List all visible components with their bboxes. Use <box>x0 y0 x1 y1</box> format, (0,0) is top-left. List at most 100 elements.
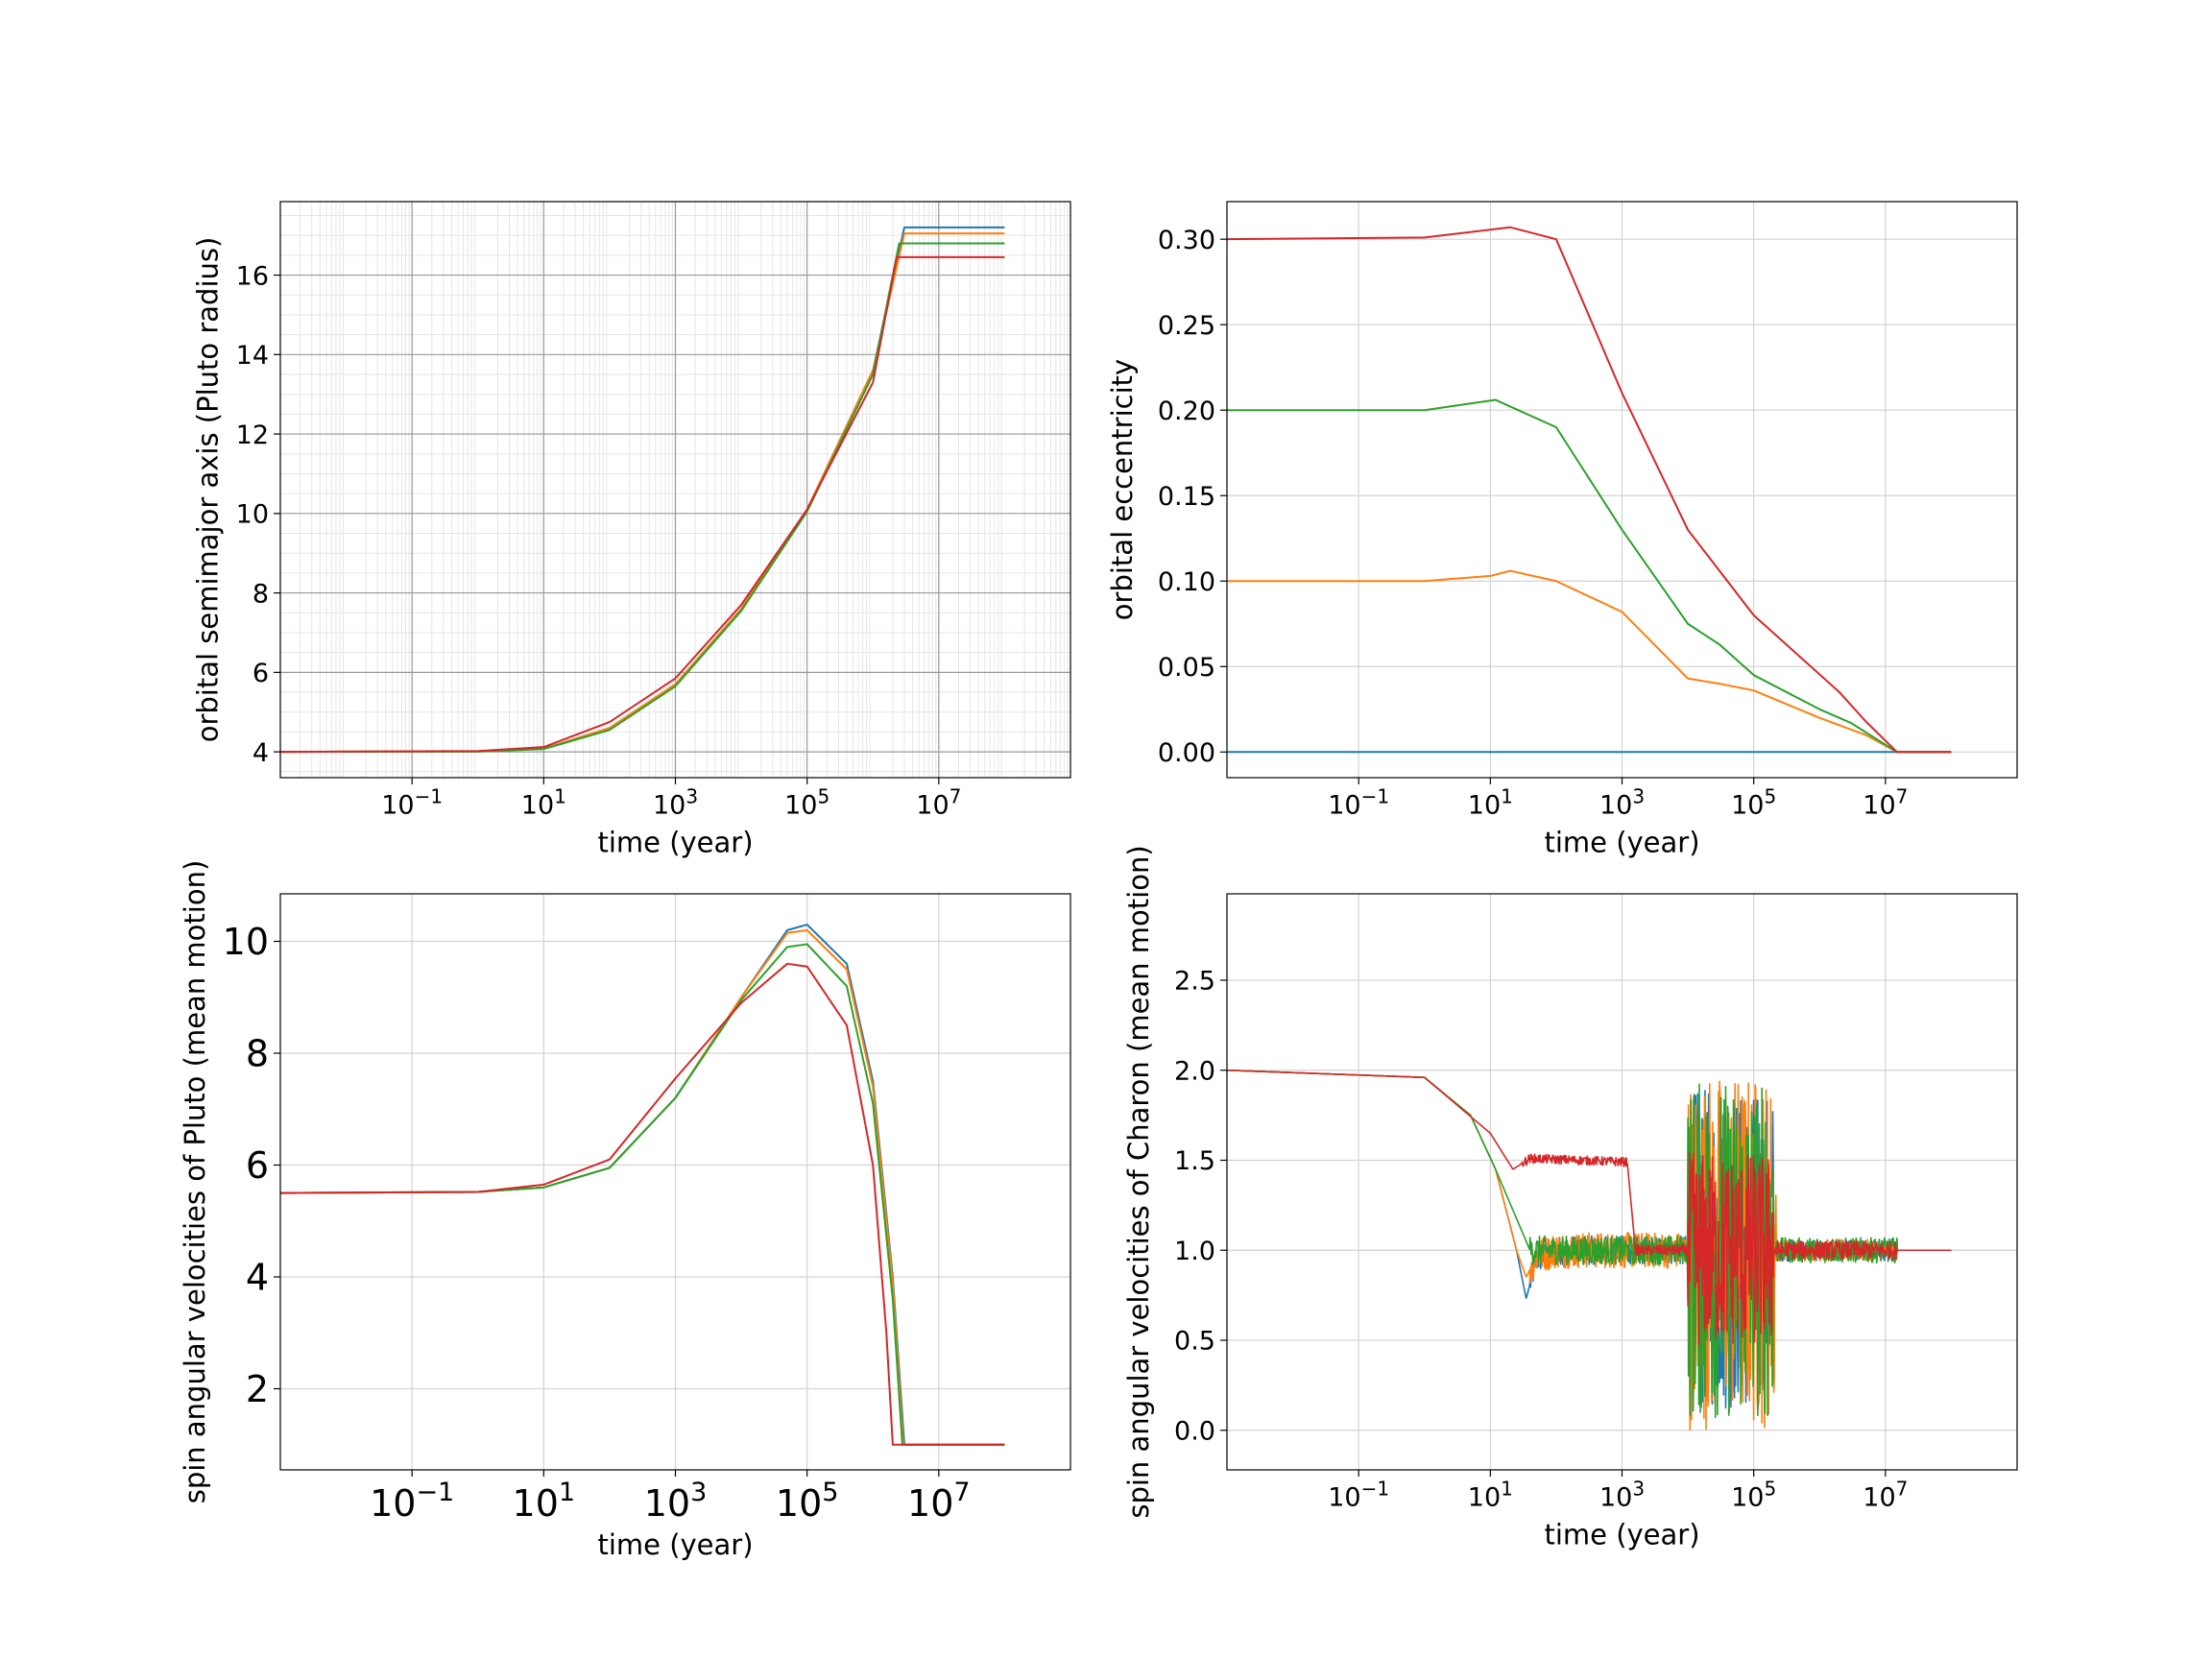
y-tick-label: 14 <box>236 341 269 371</box>
grid <box>280 894 1070 1470</box>
x-tick-label-base: 10 <box>1599 791 1632 821</box>
x-tick-label: 101 <box>521 784 566 820</box>
x-tick-label-exponent: 1 <box>554 784 566 807</box>
series-group <box>1226 1069 1952 1431</box>
x-tick-label-base: 10 <box>644 1482 690 1525</box>
series-line-3 <box>279 242 1005 754</box>
series-line-4 <box>279 255 1005 754</box>
x-tick-label: 101 <box>1468 784 1513 820</box>
series-line-1 <box>279 924 1005 1446</box>
x-tick-label: 103 <box>1599 784 1645 820</box>
y-tick-label: 4 <box>252 738 269 768</box>
x-tick-label-exponent: 5 <box>822 1478 838 1507</box>
y-tick-label: 16 <box>236 261 269 291</box>
y-tick-label: 8 <box>246 1033 269 1075</box>
x-tick-label-exponent: 1 <box>1501 1477 1513 1500</box>
x-tick-label-exponent: −1 <box>1361 1477 1389 1500</box>
x-tick-label-exponent: 7 <box>1896 1477 1909 1500</box>
x-tick-label-base: 10 <box>916 791 949 821</box>
y-tick-label: 6 <box>252 659 269 688</box>
x-tick-label-base: 10 <box>1468 791 1501 821</box>
y-axis-label: spin angular velocities of Pluto (mean m… <box>179 860 211 1504</box>
x-tick-label-base: 10 <box>513 1482 559 1525</box>
series-line-1 <box>279 226 1005 754</box>
series-line-3 <box>279 943 1005 1446</box>
x-tick-label-base: 10 <box>1599 1483 1632 1513</box>
grid <box>1227 894 2017 1470</box>
x-tick-label-exponent: 5 <box>1764 1477 1776 1500</box>
x-tick-label-base: 10 <box>907 1482 953 1525</box>
x-tick-label: 103 <box>1599 1477 1645 1512</box>
y-tick-label: 0.5 <box>1174 1327 1215 1357</box>
y-tick-label: 0.10 <box>1158 567 1215 597</box>
series-line-2 <box>1227 569 1952 754</box>
x-tick-label-base: 10 <box>784 791 817 821</box>
y-axis: 4 6 8 10 12 14 16 orbital semimajor axis (Pluto… <box>192 237 280 768</box>
y-axis: 0.0 0.5 1.0 1.5 2.0 2.5 spin angular velocitie… <box>1122 845 1227 1519</box>
x-tick-label-exponent: 3 <box>1632 1477 1645 1500</box>
x-tick-label-base: 10 <box>653 791 685 821</box>
x-tick-label-exponent: 5 <box>817 784 830 807</box>
y-tick-label: 1.5 <box>1174 1146 1215 1176</box>
y-tick-label: 2.5 <box>1174 967 1215 997</box>
y-axis-label: spin angular velocities of Charon (mean … <box>1122 845 1155 1518</box>
x-tick-label: 101 <box>513 1478 576 1525</box>
x-tick-label-exponent: 3 <box>685 784 698 807</box>
y-tick-label: 1.0 <box>1174 1237 1215 1266</box>
x-tick-label: 10−1 <box>1328 1477 1389 1512</box>
grid <box>280 202 1070 778</box>
x-tick-label: 10−1 <box>370 1478 454 1525</box>
x-axis-label: time (year) <box>597 827 753 859</box>
y-tick-label: 0.0 <box>1174 1416 1215 1446</box>
x-tick-label: 107 <box>1863 1477 1908 1512</box>
x-tick-label-base: 10 <box>1468 1483 1501 1513</box>
y-axis-label: orbital eccentricity <box>1106 359 1139 620</box>
y-tick-label: 0.15 <box>1158 482 1215 512</box>
series-group <box>279 226 1005 754</box>
x-tick-label-base: 10 <box>1731 1483 1764 1513</box>
x-tick-label-base: 10 <box>1328 1483 1360 1513</box>
x-tick-label: 103 <box>653 784 698 820</box>
y-tick-label: 4 <box>246 1257 269 1299</box>
y-tick-label: 6 <box>246 1144 269 1187</box>
x-tick-label: 107 <box>907 1478 971 1525</box>
x-tick-label: 105 <box>776 1478 839 1525</box>
series-line-2 <box>279 928 1005 1446</box>
x-tick-label-base: 10 <box>521 791 554 821</box>
x-tick-label-exponent: −1 <box>1361 784 1389 807</box>
x-tick-label: 105 <box>1731 784 1776 820</box>
x-tick-label-exponent: 3 <box>1632 784 1645 807</box>
x-tick-label-exponent: 1 <box>1501 784 1513 807</box>
series-group <box>1226 226 1952 754</box>
x-tick-label: 10−1 <box>1328 784 1389 820</box>
x-tick-label: 105 <box>1731 1477 1776 1512</box>
x-tick-label-exponent: 1 <box>559 1478 575 1507</box>
x-axis-label: time (year) <box>597 1528 753 1561</box>
x-tick-label-base: 10 <box>1863 1483 1895 1513</box>
x-tick-label-base: 10 <box>1328 791 1360 821</box>
x-axis-label: time (year) <box>1544 1519 1699 1551</box>
x-tick-label-base: 10 <box>1731 791 1764 821</box>
grid <box>1227 202 2017 778</box>
series-line-4 <box>279 962 1005 1446</box>
y-axis: 0.00 0.05 0.10 0.15 0.20 0.25 0.30 orbital ecce… <box>1106 226 1227 768</box>
y-tick-label: 0.25 <box>1158 311 1215 341</box>
y-axis: 2 4 6 8 10 spin angular velocities of Pluto (… <box>179 860 280 1504</box>
x-tick-label-base: 10 <box>370 1482 416 1525</box>
y-tick-label: 0.05 <box>1158 653 1215 683</box>
x-tick-label-base: 10 <box>381 791 414 821</box>
y-axis-label: orbital semimajor axis (Pluto radius) <box>192 237 225 743</box>
series-line-4 <box>1226 1069 1952 1345</box>
y-tick-label: 2.0 <box>1174 1056 1215 1086</box>
y-tick-label: 10 <box>236 500 269 530</box>
x-tick-label-exponent: −1 <box>416 1478 454 1507</box>
series-line-2 <box>279 232 1005 754</box>
x-tick-label-base: 10 <box>1863 791 1895 821</box>
y-tick-label: 8 <box>252 579 269 609</box>
